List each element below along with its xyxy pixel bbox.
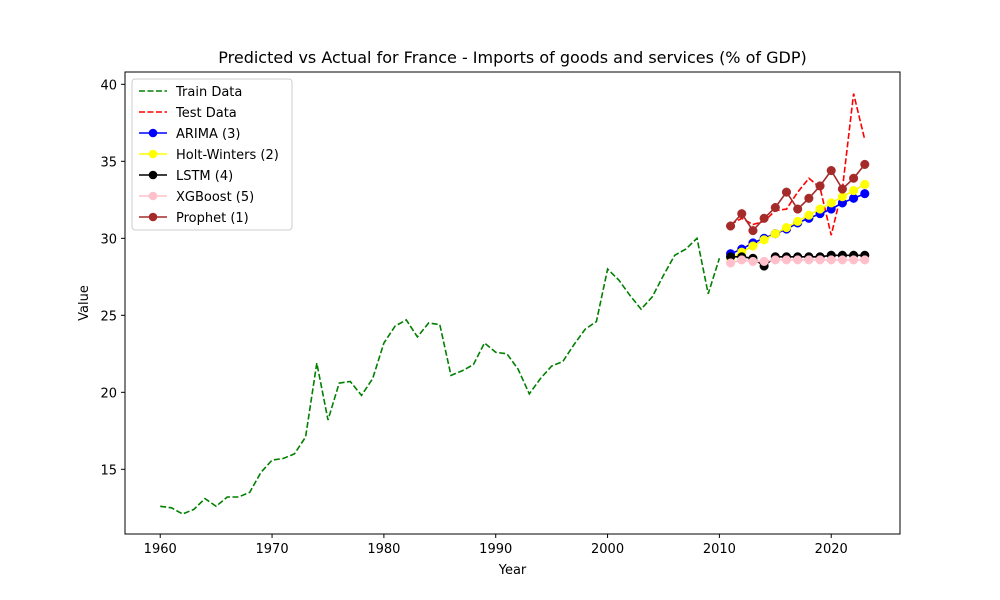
y-tick-label: 30 — [100, 232, 117, 247]
data-point-holt-winters-2 — [849, 186, 859, 196]
data-point-xgboost-5 — [781, 255, 792, 265]
data-point-holt-winters-2 — [815, 204, 825, 214]
data-point-holt-winters-2 — [748, 241, 758, 251]
legend-label-holt-winters-2: Holt-Winters (2) — [176, 148, 279, 163]
legend-label-xgboost-5: XGBoost (5) — [176, 190, 254, 205]
data-point-xgboost-5 — [860, 255, 870, 265]
data-point-xgboost-5 — [748, 256, 758, 266]
y-tick-label: 15 — [100, 463, 117, 478]
data-point-holt-winters-2 — [860, 179, 870, 189]
data-point-holt-winters-2 — [770, 229, 780, 239]
data-point-prophet-1 — [793, 204, 803, 214]
data-point-xgboost-5 — [737, 255, 747, 265]
legend-marker-xgboost-5 — [148, 191, 158, 201]
data-point-prophet-1 — [759, 213, 769, 223]
data-point-prophet-1 — [815, 181, 825, 191]
data-point-holt-winters-2 — [793, 216, 803, 226]
legend-label-prophet-1: Prophet (1) — [176, 211, 249, 226]
x-tick-label: 2000 — [591, 542, 624, 557]
data-point-holt-winters-2 — [804, 210, 814, 220]
series-line-train-data — [160, 236, 721, 515]
legend: Train Data Test Data ARIMA (3) Holt-Winters… — [131, 78, 293, 231]
y-tick-label: 40 — [100, 78, 117, 93]
data-point-holt-winters-2 — [826, 198, 836, 208]
legend-label-train-data: Train Data — [175, 85, 242, 100]
data-point-xgboost-5 — [815, 255, 825, 265]
data-point-prophet-1 — [748, 226, 758, 236]
legend-marker-lstm-4 — [148, 170, 158, 180]
legend-label-test-data: Test Data — [175, 106, 237, 121]
data-point-xgboost-5 — [826, 255, 836, 265]
x-tick-label: 1960 — [144, 542, 177, 557]
legend-marker-holt-winters-2 — [148, 149, 158, 159]
y-axis: 15 20 25 30 35 40 — [100, 78, 125, 478]
x-tick-label: 2020 — [815, 542, 848, 557]
data-point-prophet-1 — [860, 159, 870, 169]
y-tick-label: 25 — [100, 309, 117, 324]
legend-label-arima-3: ARIMA (3) — [176, 127, 240, 142]
data-point-prophet-1 — [849, 173, 859, 183]
data-point-prophet-1 — [826, 166, 836, 176]
data-point-holt-winters-2 — [837, 192, 847, 202]
data-point-arima-3 — [849, 193, 859, 203]
x-axis: 1960 1970 1980 1990 2000 2010 2020 — [144, 534, 848, 557]
legend-marker-prophet-1 — [148, 212, 158, 222]
data-point-prophet-1 — [781, 187, 792, 197]
data-point-xgboost-5 — [770, 255, 780, 265]
data-point-xgboost-5 — [726, 258, 736, 268]
data-point-prophet-1 — [804, 193, 814, 203]
data-point-xgboost-5 — [804, 255, 814, 265]
legend-label-lstm-4: LSTM (4) — [176, 169, 233, 184]
data-point-holt-winters-2 — [781, 222, 792, 233]
data-point-prophet-1 — [726, 221, 736, 231]
y-tick-label: 35 — [100, 155, 117, 170]
x-tick-label: 1990 — [479, 542, 512, 557]
data-point-xgboost-5 — [759, 256, 769, 266]
legend-marker-arima-3 — [148, 128, 158, 138]
legend-box — [131, 78, 293, 231]
y-axis-label: Value — [77, 285, 92, 321]
data-point-prophet-1 — [770, 202, 780, 213]
data-point-arima-3 — [860, 189, 870, 199]
data-point-prophet-1 — [737, 209, 747, 219]
axes-frame — [124, 71, 901, 535]
chart-title: Predicted vs Actual for France - Imports… — [218, 48, 806, 67]
x-tick-label: 2010 — [703, 542, 736, 557]
x-tick-label: 1980 — [367, 542, 400, 557]
x-tick-label: 1970 — [256, 542, 289, 557]
data-point-xgboost-5 — [837, 255, 847, 265]
y-tick-label: 20 — [100, 386, 117, 401]
plot-area — [160, 93, 870, 515]
data-point-holt-winters-2 — [759, 235, 769, 245]
data-point-prophet-1 — [837, 184, 847, 194]
x-axis-label: Year — [498, 563, 527, 578]
data-point-xgboost-5 — [849, 255, 859, 265]
data-point-xgboost-5 — [793, 255, 803, 265]
